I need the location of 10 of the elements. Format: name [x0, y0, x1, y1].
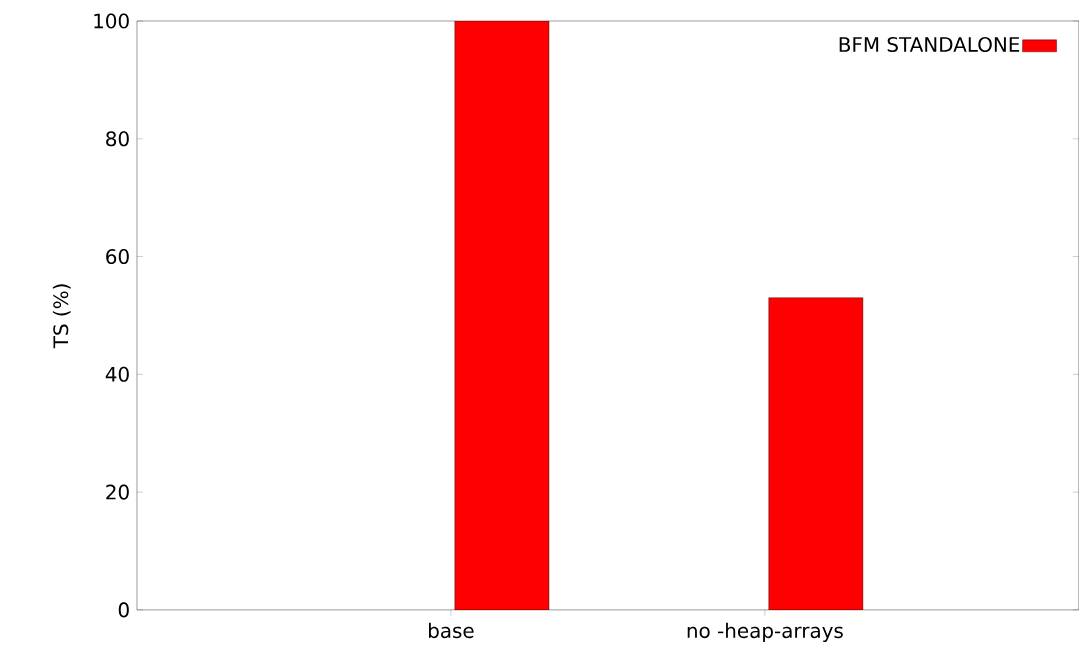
x-tick-label: no -heap-arrays [687, 622, 843, 643]
y-tick-label: 20 [106, 484, 129, 500]
y-tick-label: 0 [118, 602, 129, 618]
y-tick-label: 40 [105, 366, 129, 382]
y-tick-label: 80 [106, 131, 129, 147]
y-tick-label: 60 [106, 249, 129, 265]
legend-label: BFM STANDALONE [839, 37, 1020, 53]
y-tick-label: 100 [94, 13, 129, 29]
x-tick-label: base [428, 622, 474, 639]
y-axis-title: TS (%) [52, 284, 71, 349]
